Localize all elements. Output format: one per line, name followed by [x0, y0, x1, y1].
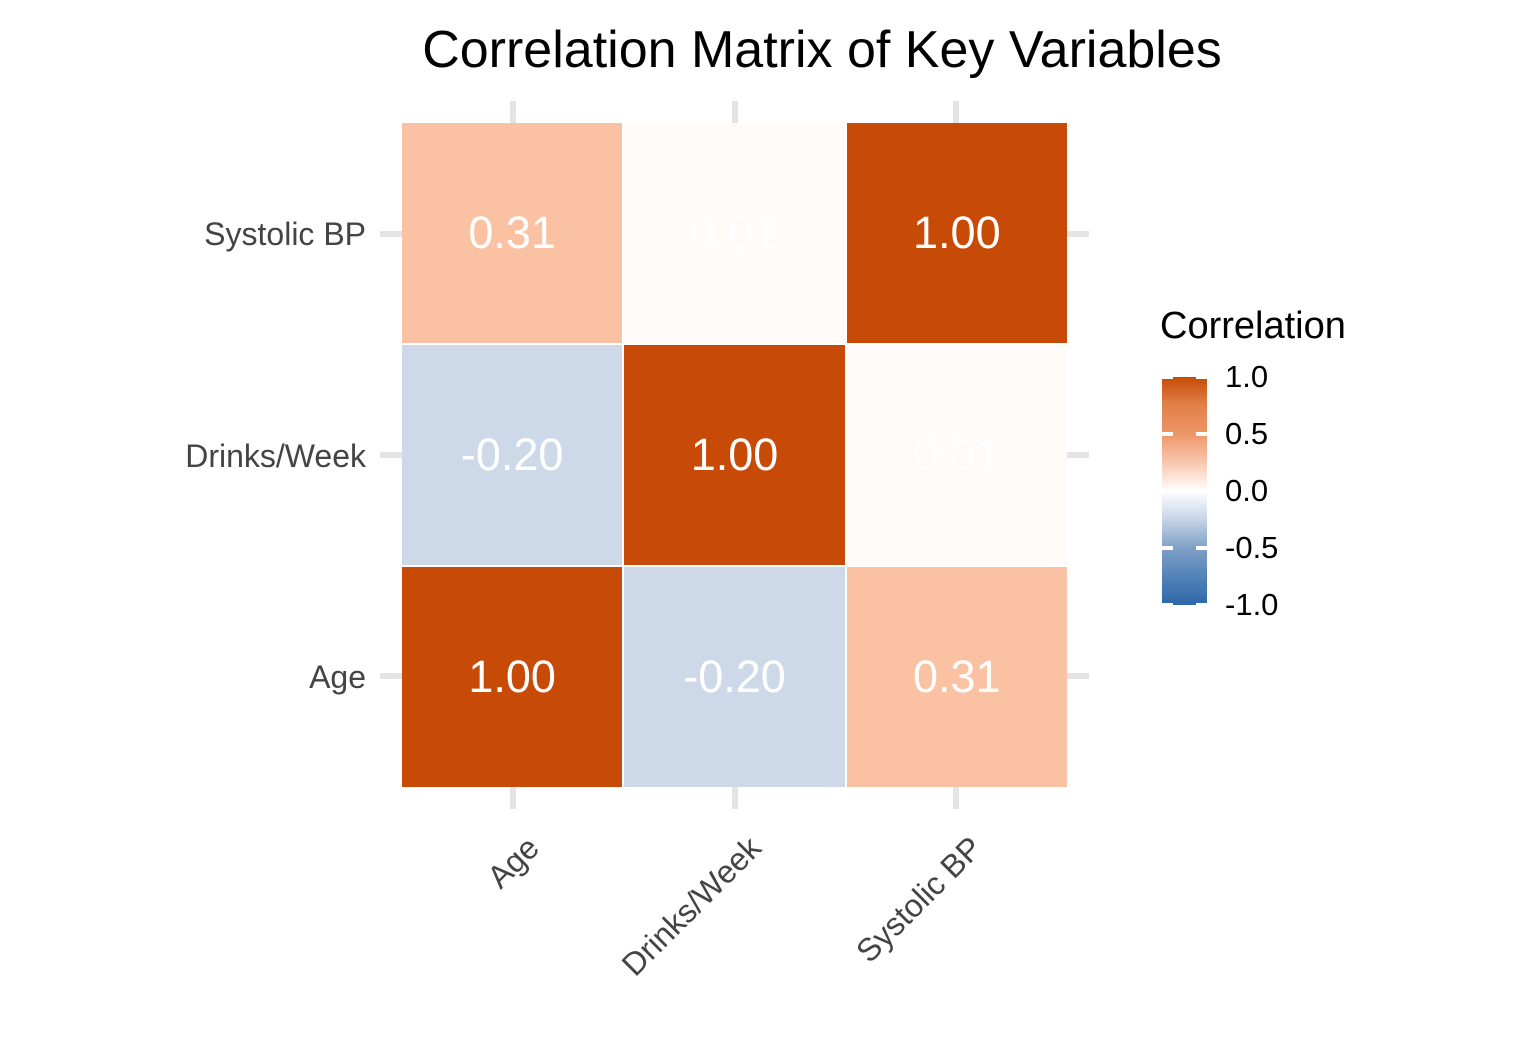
legend-title: Correlation [1160, 305, 1346, 347]
chart-title: Correlation Matrix of Key Variables [422, 21, 1222, 79]
legend-tick-label: 0.5 [1225, 416, 1269, 451]
legend-tick-mark [1196, 489, 1207, 493]
legend-tick-label: 0.0 [1225, 473, 1269, 508]
heatmap-cell: 1.00 [402, 567, 623, 787]
grid-tick [732, 101, 738, 123]
heatmap-cell: -0.20 [402, 345, 623, 565]
legend-tick-mark [1162, 603, 1173, 605]
heatmap-panel: 0.31 0.01 1.00 -0.20 1.00 0.01 1.00 -0.2… [380, 101, 1089, 809]
grid-tick [1067, 673, 1089, 679]
legend-tick-mark [1196, 377, 1207, 379]
y-axis-label: Drinks/Week [185, 438, 366, 474]
grid-tick [953, 101, 959, 123]
heatmap-cell: 1.00 [846, 123, 1067, 343]
grid-tick [1067, 452, 1089, 458]
legend-tick-mark [1162, 489, 1173, 493]
legend-tick-mark [1196, 546, 1207, 550]
heatmap-tiles: 0.31 0.01 1.00 -0.20 1.00 0.01 1.00 -0.2… [402, 123, 1067, 787]
grid-tick [953, 787, 959, 809]
x-axis-label: Systolic BP [848, 829, 989, 970]
heatmap-cell: 0.01 [624, 123, 845, 343]
heatmap-cell: 1.00 [624, 345, 845, 565]
legend-tick-mark [1196, 603, 1207, 605]
heatmap-cell: 0.01 [846, 345, 1067, 565]
legend-tick-mark [1162, 377, 1173, 379]
heatmap-cell: 0.31 [402, 123, 623, 343]
grid-tick [732, 787, 738, 809]
y-axis-label: Age [309, 659, 366, 695]
grid-tick [1067, 231, 1089, 237]
y-axis-label: Systolic BP [204, 216, 366, 252]
legend-tick-mark [1162, 432, 1173, 436]
grid-tick [380, 231, 402, 237]
x-axis-label: Age [480, 829, 546, 896]
heatmap-cell: 0.31 [846, 567, 1067, 787]
legend-tick-label: -1.0 [1225, 587, 1279, 622]
heatmap-cell: -0.20 [624, 567, 845, 787]
grid-tick [510, 101, 516, 123]
legend-colorbar [1162, 377, 1207, 605]
grid-tick [510, 787, 516, 809]
legend-tick-mark [1162, 546, 1173, 550]
legend-tick-label: -0.5 [1225, 530, 1279, 565]
grid-tick [380, 673, 402, 679]
legend-tick-label: 1.0 [1225, 359, 1269, 394]
legend-tick-mark [1196, 432, 1207, 436]
grid-tick [380, 452, 402, 458]
x-axis-label: Drinks/Week [614, 829, 768, 983]
